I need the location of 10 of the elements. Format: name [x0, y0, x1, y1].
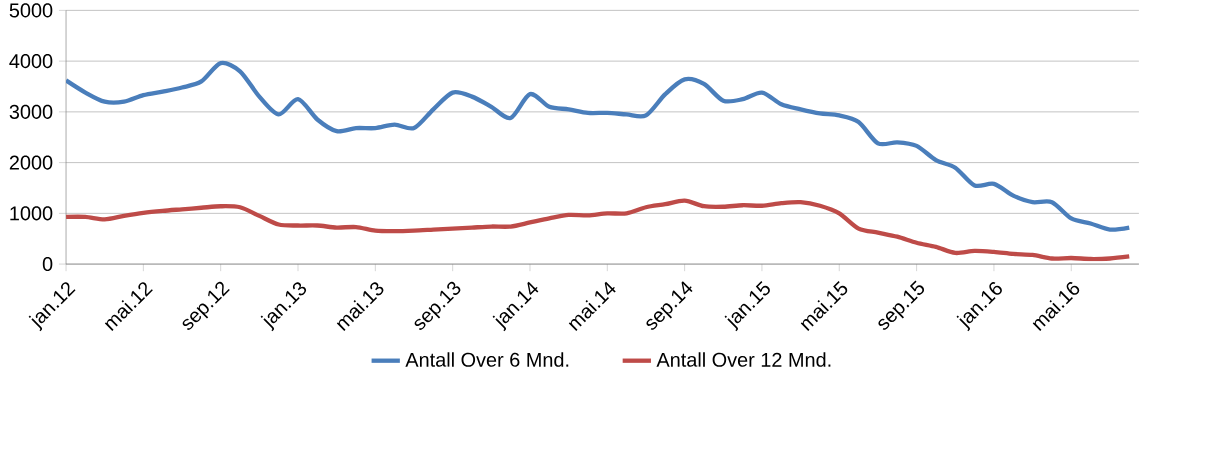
y-tick-label: 2000: [9, 155, 53, 170]
line-series: [66, 60, 1132, 232]
y-tick-label: 0: [42, 256, 53, 271]
line-series: [66, 198, 1132, 261]
legend-label: Antall Over 6 Mnd.: [405, 352, 569, 367]
y-tick-label: 5000: [9, 3, 53, 18]
y-tick-label: 4000: [9, 53, 53, 68]
legend-label: Antall Over 12 Mnd.: [656, 352, 831, 367]
y-tick-label: 3000: [9, 104, 53, 119]
y-tick-label: 1000: [10, 206, 53, 221]
